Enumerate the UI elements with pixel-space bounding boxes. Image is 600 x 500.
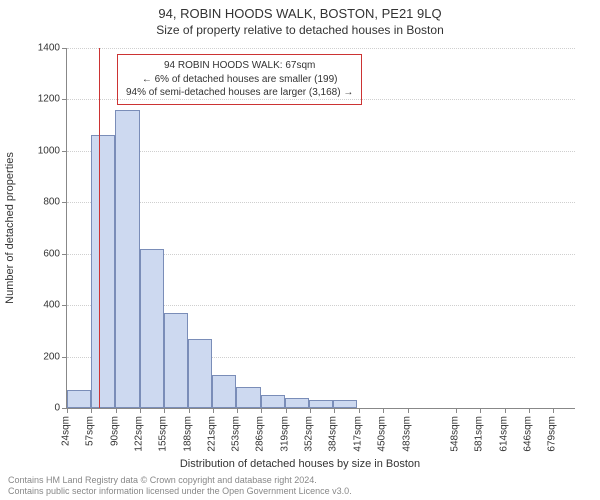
ytick-label: 200 xyxy=(26,351,60,362)
xtick-label: 483sqm xyxy=(401,416,412,452)
xtick-label: 417sqm xyxy=(352,416,363,452)
xtick-label: 646sqm xyxy=(522,416,533,452)
plot-area: 94 ROBIN HOODS WALK: 67sqm ← 6% of detac… xyxy=(66,48,575,409)
gridline xyxy=(67,202,575,203)
xtick-label: 24sqm xyxy=(61,416,72,446)
xtick-label: 450sqm xyxy=(377,416,388,452)
xtick-label: 352sqm xyxy=(304,416,315,452)
xtick-mark xyxy=(189,408,190,413)
reference-line xyxy=(99,48,100,408)
xtick-label: 188sqm xyxy=(182,416,193,452)
xtick-mark xyxy=(383,408,384,413)
histogram-bar xyxy=(309,400,333,408)
xtick-label: 548sqm xyxy=(449,416,460,452)
histogram-bar xyxy=(333,400,357,408)
xtick-mark xyxy=(261,408,262,413)
xtick-mark xyxy=(286,408,287,413)
xtick-label: 57sqm xyxy=(85,416,96,446)
histogram-bar xyxy=(261,395,285,408)
histogram-bar xyxy=(140,249,164,408)
xtick-label: 614sqm xyxy=(498,416,509,452)
xtick-mark xyxy=(456,408,457,413)
ytick-mark xyxy=(62,202,67,203)
ytick-label: 600 xyxy=(26,248,60,259)
page-title: 94, ROBIN HOODS WALK, BOSTON, PE21 9LQ xyxy=(0,0,600,21)
xtick-mark xyxy=(310,408,311,413)
xtick-mark xyxy=(408,408,409,413)
chart-subtitle: Size of property relative to detached ho… xyxy=(0,21,600,37)
histogram-bar xyxy=(164,313,188,408)
histogram-bar xyxy=(285,398,309,408)
ytick-label: 1000 xyxy=(26,145,60,156)
xtick-label: 90sqm xyxy=(109,416,120,446)
gridline xyxy=(67,99,575,100)
xtick-mark xyxy=(237,408,238,413)
xtick-label: 155sqm xyxy=(158,416,169,452)
xtick-mark xyxy=(164,408,165,413)
ytick-mark xyxy=(62,305,67,306)
gridline xyxy=(67,48,575,49)
ytick-mark xyxy=(62,151,67,152)
histogram-bar xyxy=(67,390,91,408)
ytick-label: 1400 xyxy=(26,43,60,54)
footer-line-2: Contains public sector information licen… xyxy=(8,486,352,497)
info-line-3: 94% of semi-detached houses are larger (… xyxy=(126,86,353,100)
histogram-bar xyxy=(115,110,139,408)
histogram-bar xyxy=(188,339,212,408)
xtick-mark xyxy=(116,408,117,413)
info-line-2: ← 6% of detached houses are smaller (199… xyxy=(126,73,353,87)
ytick-mark xyxy=(62,48,67,49)
footer-line-1: Contains HM Land Registry data © Crown c… xyxy=(8,475,352,486)
xtick-mark xyxy=(334,408,335,413)
xtick-mark xyxy=(359,408,360,413)
xtick-label: 581sqm xyxy=(474,416,485,452)
xtick-label: 286sqm xyxy=(255,416,266,452)
xtick-mark xyxy=(140,408,141,413)
xtick-mark xyxy=(480,408,481,413)
ytick-label: 400 xyxy=(26,300,60,311)
gridline xyxy=(67,151,575,152)
xtick-mark xyxy=(529,408,530,413)
xtick-label: 253sqm xyxy=(230,416,241,452)
xtick-label: 319sqm xyxy=(279,416,290,452)
ytick-mark xyxy=(62,99,67,100)
ytick-label: 0 xyxy=(26,403,60,414)
ytick-label: 800 xyxy=(26,197,60,208)
xtick-mark xyxy=(505,408,506,413)
histogram-bar xyxy=(212,375,236,408)
ytick-label: 1200 xyxy=(26,94,60,105)
histogram-bar xyxy=(236,387,260,408)
xtick-label: 122sqm xyxy=(133,416,144,452)
xtick-mark xyxy=(67,408,68,413)
xtick-label: 384sqm xyxy=(328,416,339,452)
ytick-mark xyxy=(62,357,67,358)
xtick-mark xyxy=(213,408,214,413)
footer-attribution: Contains HM Land Registry data © Crown c… xyxy=(8,475,352,498)
xtick-label: 221sqm xyxy=(207,416,218,452)
xtick-label: 679sqm xyxy=(547,416,558,452)
info-line-1: 94 ROBIN HOODS WALK: 67sqm xyxy=(126,59,353,73)
y-axis-label: Number of detached properties xyxy=(4,152,16,304)
ytick-mark xyxy=(62,254,67,255)
xtick-mark xyxy=(91,408,92,413)
histogram-bar xyxy=(91,135,115,408)
x-axis-label: Distribution of detached houses by size … xyxy=(0,458,600,470)
xtick-mark xyxy=(553,408,554,413)
reference-info-box: 94 ROBIN HOODS WALK: 67sqm ← 6% of detac… xyxy=(117,54,362,105)
